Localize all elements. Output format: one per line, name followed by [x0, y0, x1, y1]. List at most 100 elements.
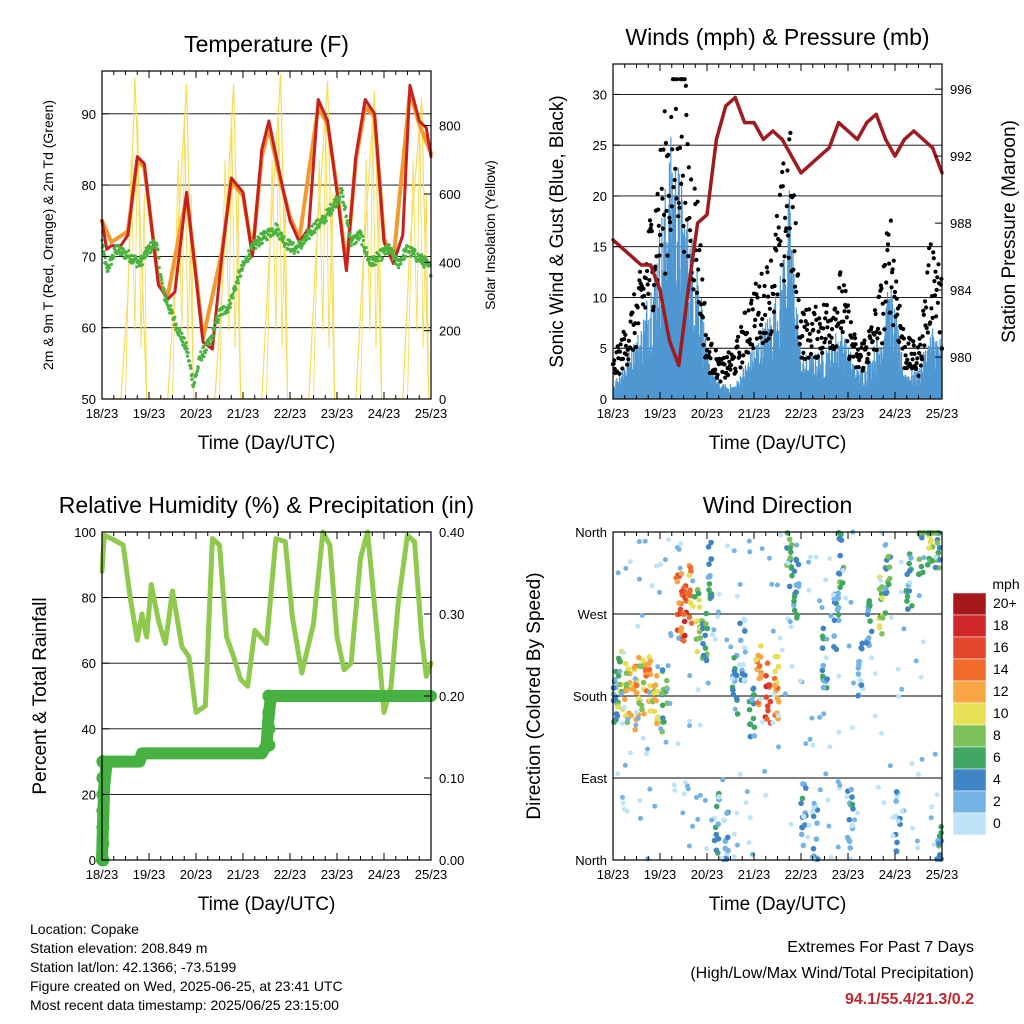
gust-point — [846, 309, 851, 314]
direction-point — [937, 852, 943, 858]
direction-point — [835, 570, 842, 577]
dewpoint-point — [298, 239, 302, 243]
dewpoint-point — [187, 359, 191, 363]
direction-point — [807, 736, 813, 742]
dewpoint-point — [160, 281, 164, 285]
dewpoint-point — [260, 241, 264, 245]
direction-point — [919, 756, 925, 762]
y-right-axis-label: Solar Insolation (Yellow) — [482, 160, 498, 310]
direction-point — [791, 568, 798, 574]
recent-timestamp: Most recent data timestamp: 2025/06/25 2… — [30, 997, 339, 1013]
gust-point — [824, 303, 830, 308]
direction-point — [617, 668, 623, 674]
direction-point — [695, 590, 702, 597]
gust-point — [715, 372, 720, 377]
gust-point — [816, 329, 821, 334]
direction-point — [682, 632, 688, 639]
dewpoint-point — [360, 243, 364, 247]
dewpoint-point — [180, 331, 184, 336]
legend-label: 2 — [993, 793, 1001, 809]
gust-point — [934, 314, 939, 319]
dewpoint-point — [186, 351, 190, 355]
direction-point — [934, 792, 940, 798]
x-tick-label: 22/23 — [785, 867, 818, 882]
dewpoint-point — [107, 266, 112, 270]
direction-point — [758, 643, 764, 649]
dewpoint-point — [405, 244, 410, 248]
gust-point — [864, 345, 869, 350]
direction-point — [817, 714, 823, 720]
direction-point — [799, 824, 805, 831]
gust-point — [786, 233, 791, 238]
dewpoint-point — [387, 243, 391, 247]
dewpoint-point — [194, 373, 199, 377]
gust-point — [783, 215, 788, 220]
gust-point — [889, 285, 894, 290]
dewpoint-point — [274, 231, 278, 235]
direction-point — [764, 660, 771, 666]
direction-point — [678, 628, 684, 635]
direction-point — [888, 615, 894, 620]
direction-point — [627, 559, 633, 565]
gust-point — [687, 228, 693, 233]
y-tick-label: 20 — [593, 189, 607, 204]
x-tick-label: 19/23 — [644, 406, 677, 421]
gust-point — [911, 339, 916, 344]
gust-point — [762, 283, 767, 289]
gust-point — [635, 305, 640, 310]
station-info: Location: Copake Station elevation: 208.… — [30, 920, 343, 1015]
direction-point — [824, 636, 830, 642]
direction-point — [620, 794, 625, 800]
station-location: Location: Copake — [30, 921, 139, 937]
dewpoint-point — [310, 224, 314, 228]
gust-point — [868, 336, 873, 341]
direction-point — [747, 549, 753, 555]
direction-point — [737, 582, 743, 587]
direction-point — [737, 771, 743, 777]
direction-point — [711, 627, 717, 633]
direction-point — [664, 686, 670, 692]
gust-point — [858, 354, 864, 359]
gust-point — [642, 293, 647, 299]
gust-point — [921, 312, 926, 317]
direction-point — [663, 739, 669, 745]
direction-point — [893, 848, 900, 854]
direction-point — [728, 644, 734, 650]
direction-point — [693, 795, 699, 800]
gust-point — [633, 321, 638, 326]
direction-point — [637, 576, 642, 582]
gust-point — [622, 337, 627, 342]
direction-point — [704, 625, 711, 632]
gust-point — [833, 317, 838, 322]
direction-point — [905, 606, 911, 612]
direction-point — [615, 771, 621, 777]
dewpoint-point — [381, 256, 385, 260]
direction-point — [928, 815, 934, 821]
gust-point — [649, 229, 654, 234]
direction-point — [896, 694, 902, 699]
dewpoint-point — [270, 227, 274, 231]
precipitation-point — [262, 722, 276, 736]
gust-point — [912, 351, 917, 356]
direction-point — [635, 623, 641, 629]
direction-point — [688, 620, 695, 626]
gust-point — [752, 324, 757, 329]
dewpoint-point — [102, 252, 106, 256]
direction-point — [645, 661, 652, 667]
gust-point — [895, 312, 900, 317]
gust-point — [820, 350, 825, 355]
station-pressure-line — [611, 95, 944, 368]
gust-point — [656, 207, 661, 212]
gust-point — [780, 184, 785, 189]
gust-point — [796, 298, 801, 303]
direction-point — [835, 590, 842, 596]
direction-point — [933, 554, 939, 560]
x-tick-label: 23/23 — [832, 867, 865, 882]
direction-point — [647, 671, 654, 678]
direction-point — [778, 532, 784, 538]
dewpoint-point — [341, 194, 345, 199]
y-right-tick-label: 980 — [950, 350, 972, 365]
legend-swatch — [952, 636, 987, 660]
direction-point — [835, 611, 842, 618]
gust-point — [915, 345, 921, 350]
